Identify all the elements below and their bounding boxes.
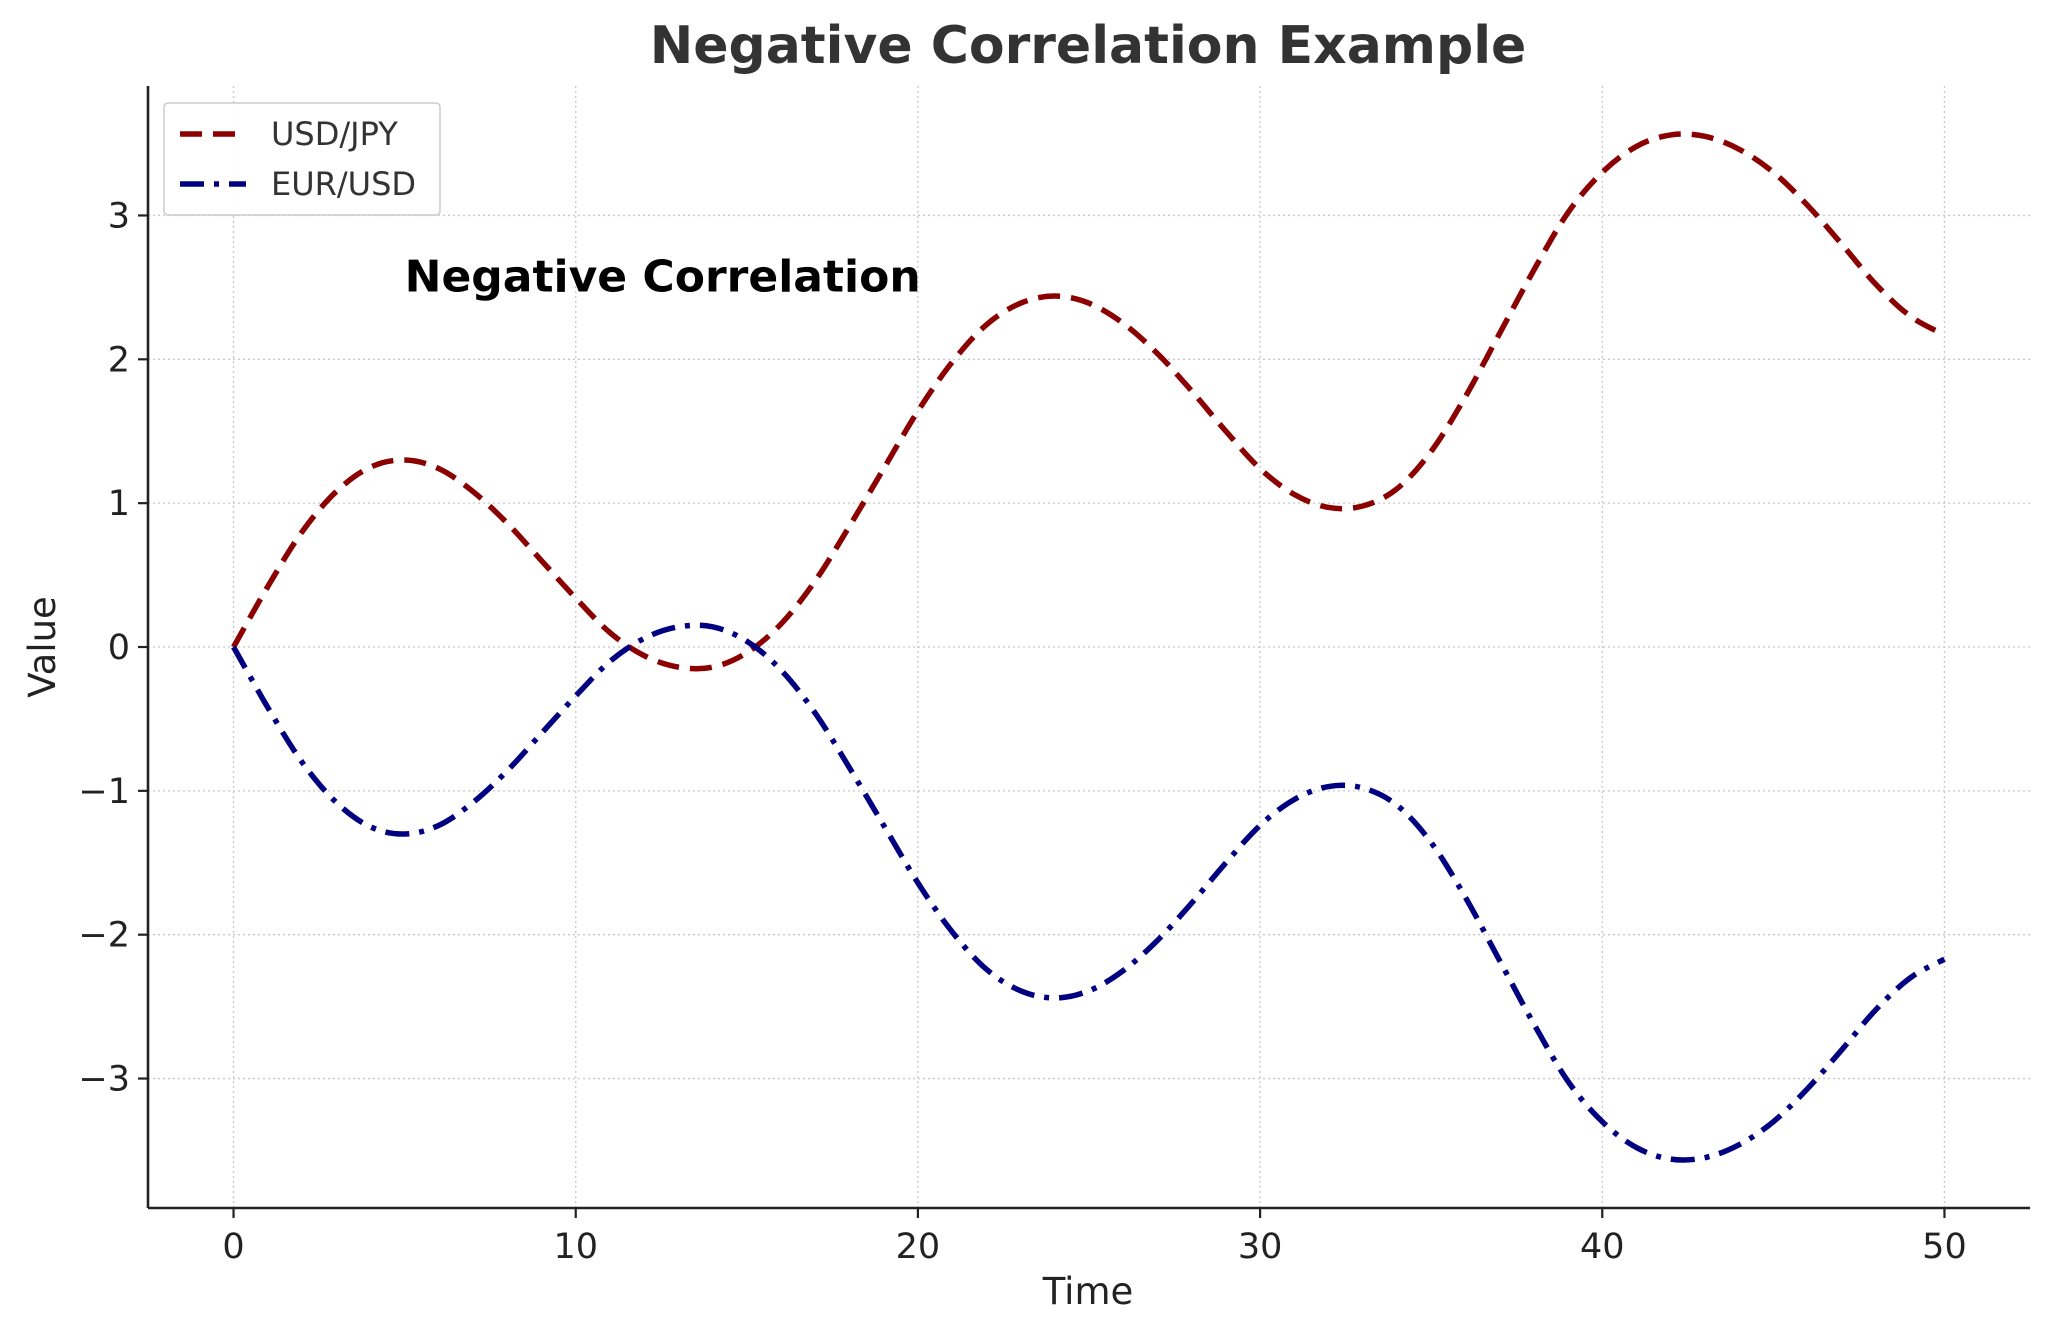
y-axis-label: Value <box>21 596 64 698</box>
y-tick-label: 3 <box>108 196 130 236</box>
x-tick-label: 50 <box>1922 1227 1967 1267</box>
x-tick-label: 30 <box>1238 1227 1283 1267</box>
x-tick-label: 40 <box>1580 1227 1625 1267</box>
y-tick-label: −1 <box>78 772 130 812</box>
series-line-0 <box>231 131 1946 672</box>
chart-title: Negative Correlation Example <box>650 16 1527 76</box>
axes: 0 10 20 30 40 50 −3 −2 −1 0 1 2 3 <box>78 86 2030 1267</box>
x-tick-label: 20 <box>896 1227 941 1267</box>
legend-label-1: EUR/USD <box>271 165 416 203</box>
y-tick-label: 2 <box>108 340 130 380</box>
x-tick-label: 10 <box>553 1227 598 1267</box>
annotation-label: Negative Correlation <box>405 251 921 302</box>
series-line-1 <box>231 622 1946 1163</box>
series-layer <box>231 131 1946 1163</box>
x-axis-label: Time <box>1042 1270 1134 1313</box>
y-tick-label: −2 <box>78 916 130 956</box>
x-tick-label: 0 <box>222 1227 244 1267</box>
y-tick-label: 0 <box>108 628 130 668</box>
legend-label-0: USD/JPY <box>271 115 398 153</box>
grid <box>148 86 2030 1208</box>
y-tick-label: −3 <box>78 1060 130 1100</box>
legend-box <box>163 102 441 216</box>
legend: USD/JPY EUR/USD <box>163 102 441 216</box>
y-tick-label: 1 <box>108 484 130 524</box>
